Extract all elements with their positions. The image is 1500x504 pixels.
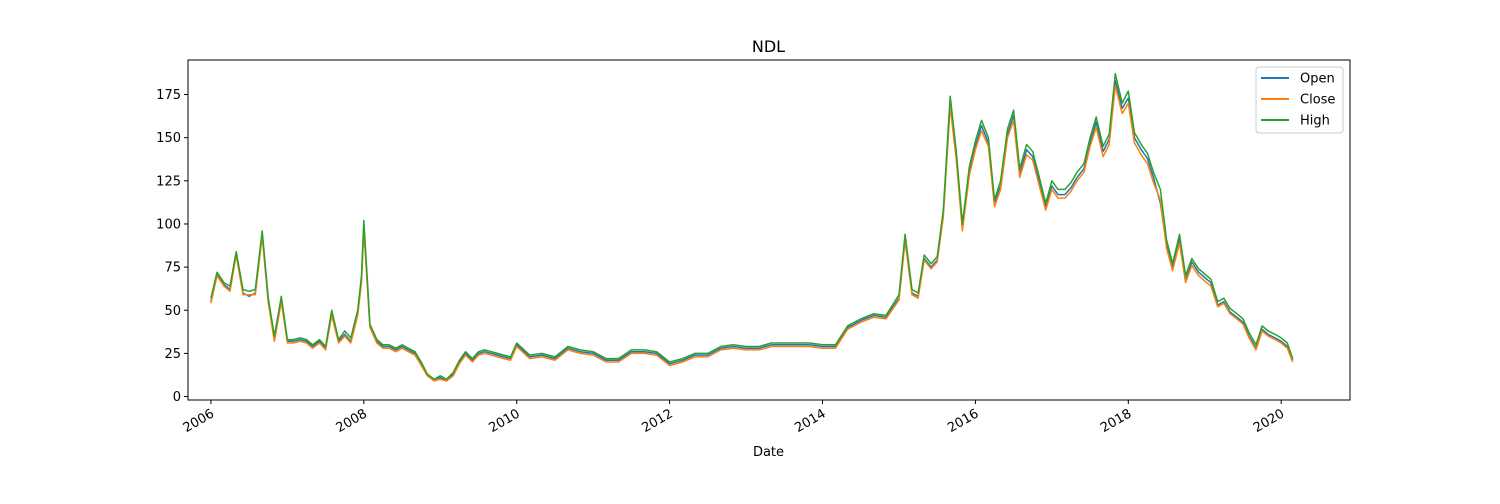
y-tick-label: 175 [156, 88, 181, 103]
series-line-close [210, 85, 1294, 382]
y-tick-label: 75 [164, 261, 181, 276]
legend-label-close: Close [1300, 93, 1335, 108]
plot-area: 0 25 50 75 100 125 150 175 2006 2008 2010 2012 2014 2… [156, 59, 1351, 436]
x-tick-label: 2010 [487, 406, 523, 436]
y-tick-label: 125 [156, 174, 181, 189]
x-tick-label: 2012 [639, 406, 675, 436]
y-tick-label: 50 [164, 304, 181, 319]
x-tick-label: 2020 [1251, 406, 1287, 436]
chart-title: NDL [752, 37, 785, 56]
series-line-high [210, 73, 1294, 381]
x-tick-label: 2016 [945, 406, 981, 436]
x-tick-label: 2006 [181, 406, 217, 436]
x-axis-label: Date [753, 445, 784, 460]
x-tick-label: 2018 [1098, 406, 1134, 436]
x-tick-label: 2008 [334, 406, 370, 436]
x-tick-label: 2014 [792, 406, 828, 436]
plot-frame [187, 59, 1351, 401]
y-tick-label: 150 [156, 131, 181, 146]
y-tick-label: 0 [173, 390, 181, 405]
legend-box [1255, 66, 1344, 134]
legend-label-open: Open [1300, 72, 1335, 87]
y-tick-label: 25 [164, 347, 181, 362]
legend: Open Close High [1255, 66, 1344, 134]
y-tick-label: 100 [156, 217, 181, 232]
legend-label-high: High [1300, 114, 1330, 129]
